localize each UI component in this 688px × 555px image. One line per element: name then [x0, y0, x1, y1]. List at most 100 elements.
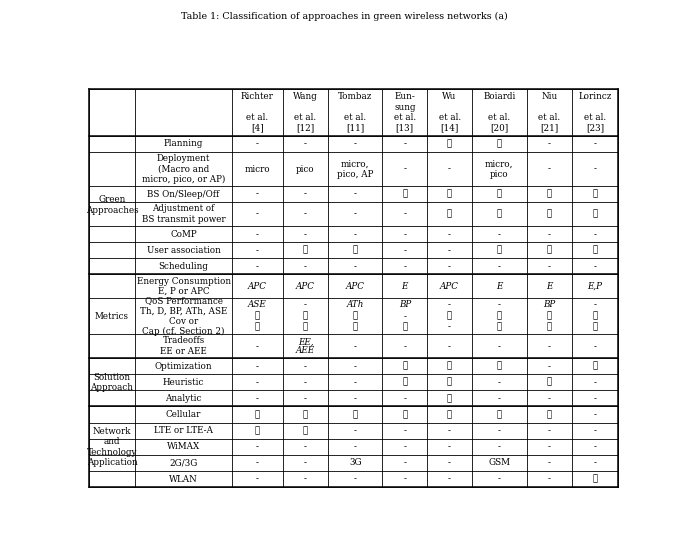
Text: ✓: ✓ — [592, 190, 597, 199]
Text: Planning: Planning — [164, 139, 203, 148]
Text: EE,: EE, — [298, 337, 313, 346]
Text: Optimization: Optimization — [155, 362, 213, 371]
Text: -: - — [448, 475, 451, 483]
Text: Metrics: Metrics — [95, 312, 129, 321]
Text: GSM: GSM — [488, 458, 510, 467]
Text: ✓: ✓ — [353, 322, 358, 331]
Text: -: - — [256, 262, 259, 271]
Text: Wang

et al.
[12]: Wang et al. [12] — [293, 92, 318, 133]
Text: ✓: ✓ — [303, 246, 308, 255]
Text: Boiardi

et al.
[20]: Boiardi et al. [20] — [483, 92, 515, 133]
Text: -: - — [548, 342, 551, 351]
Text: ✓: ✓ — [497, 312, 502, 321]
Text: -: - — [593, 230, 596, 239]
Text: -: - — [448, 262, 451, 271]
Text: -: - — [354, 475, 357, 483]
Text: BP: BP — [544, 300, 556, 309]
Text: -: - — [256, 246, 259, 255]
Text: -: - — [593, 442, 596, 451]
Text: -: - — [498, 300, 501, 309]
Text: -: - — [403, 426, 407, 435]
Text: -: - — [256, 362, 259, 371]
Text: -: - — [256, 342, 259, 351]
Text: -: - — [593, 410, 596, 419]
Text: -: - — [354, 394, 357, 403]
Text: -: - — [354, 139, 357, 148]
Text: -: - — [593, 262, 596, 271]
Text: Eun-
sung
et al.
[13]: Eun- sung et al. [13] — [394, 92, 416, 133]
Text: BP: BP — [398, 300, 411, 309]
Text: E: E — [546, 282, 552, 291]
Text: ✓: ✓ — [592, 362, 597, 371]
Text: -: - — [354, 210, 357, 219]
Text: -: - — [593, 394, 596, 403]
Text: ✓: ✓ — [447, 210, 452, 219]
Text: -: - — [304, 262, 307, 271]
Text: APC: APC — [440, 282, 459, 291]
Text: -: - — [403, 230, 407, 239]
Text: ✓: ✓ — [592, 210, 597, 219]
Text: -: - — [304, 139, 307, 148]
Text: -: - — [304, 442, 307, 451]
Text: Tradeoffs
EE or AEE: Tradeoffs EE or AEE — [160, 336, 207, 356]
Text: ✓: ✓ — [592, 475, 597, 483]
Text: -: - — [354, 362, 357, 371]
Text: -: - — [403, 442, 407, 451]
Text: ✓: ✓ — [255, 410, 260, 419]
Text: -: - — [448, 442, 451, 451]
Text: -: - — [403, 394, 407, 403]
Text: -: - — [548, 426, 551, 435]
Text: -: - — [354, 426, 357, 435]
Text: 3G: 3G — [349, 458, 362, 467]
Text: -: - — [256, 230, 259, 239]
Text: -: - — [498, 442, 501, 451]
Text: -: - — [354, 342, 357, 351]
Text: -: - — [448, 322, 451, 331]
Text: Cellular: Cellular — [166, 410, 202, 419]
Text: ✓: ✓ — [353, 246, 358, 255]
Text: micro: micro — [244, 164, 270, 174]
Text: -: - — [403, 246, 407, 255]
Text: -: - — [498, 378, 501, 387]
Text: APC: APC — [296, 282, 315, 291]
Text: micro,
pico, AP: micro, pico, AP — [337, 159, 374, 179]
Text: ✓: ✓ — [447, 139, 452, 148]
Text: -: - — [304, 394, 307, 403]
Text: -: - — [256, 190, 259, 199]
Text: -: - — [304, 190, 307, 199]
Text: -: - — [593, 458, 596, 467]
Text: -: - — [448, 246, 451, 255]
Text: ✓: ✓ — [497, 362, 502, 371]
Text: ✓: ✓ — [353, 410, 358, 419]
Text: -: - — [593, 426, 596, 435]
Text: Wu

et al.
[14]: Wu et al. [14] — [438, 92, 461, 133]
Text: -: - — [403, 475, 407, 483]
Text: E: E — [496, 282, 502, 291]
Text: ✓: ✓ — [592, 322, 597, 331]
Text: -: - — [354, 262, 357, 271]
Text: -: - — [548, 230, 551, 239]
Text: -: - — [256, 394, 259, 403]
Text: Network
and
Technology
Application: Network and Technology Application — [87, 427, 138, 467]
Text: E,P: E,P — [588, 282, 603, 291]
Text: -: - — [403, 458, 407, 467]
Text: CoMP: CoMP — [170, 230, 197, 239]
Text: ✓: ✓ — [497, 139, 502, 148]
Text: APC: APC — [346, 282, 365, 291]
Text: ✓: ✓ — [547, 378, 552, 387]
Text: ✓: ✓ — [447, 378, 452, 387]
Text: -: - — [403, 312, 407, 321]
Text: ATh: ATh — [347, 300, 364, 309]
Text: ✓: ✓ — [402, 378, 407, 387]
Text: ✓: ✓ — [547, 246, 552, 255]
Text: ✓: ✓ — [497, 410, 502, 419]
Text: ✓: ✓ — [255, 322, 260, 331]
Text: ✓: ✓ — [402, 362, 407, 371]
Text: -: - — [354, 378, 357, 387]
Text: -: - — [593, 164, 596, 174]
Text: ✓: ✓ — [303, 322, 308, 331]
Text: -: - — [593, 139, 596, 148]
Text: -: - — [448, 342, 451, 351]
Text: -: - — [304, 362, 307, 371]
Text: ✓: ✓ — [497, 322, 502, 331]
